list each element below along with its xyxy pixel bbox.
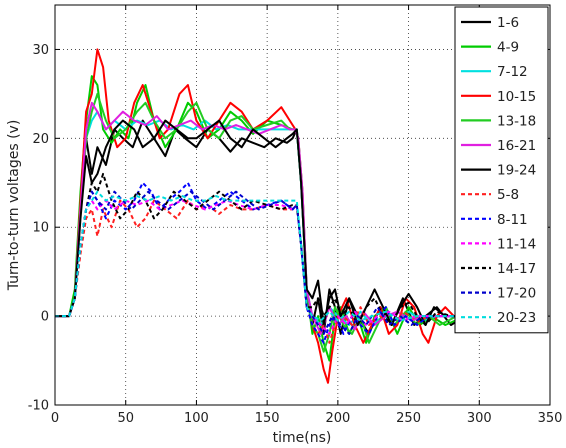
series-line-20-23 (55, 190, 480, 322)
legend-label: 16-21 (497, 138, 536, 154)
x-tick-label: 50 (117, 411, 134, 426)
legend-label: 11-14 (497, 236, 536, 252)
legend-label: 20-23 (497, 310, 536, 326)
y-tick-label: 0 (41, 310, 49, 325)
legend-label: 8-11 (497, 212, 528, 228)
legend-label: 14-17 (497, 261, 536, 277)
legend-label: 7-12 (497, 64, 528, 80)
x-axis-label: time(ns) (273, 430, 332, 446)
series-line-17-20 (55, 190, 480, 335)
series-layer (55, 48, 480, 384)
x-tick-label: 200 (325, 411, 350, 426)
legend: 1-6 4-9 7-12 10-15 13-18 16-21 19-24 5-8 8-11 11-… (454, 6, 549, 334)
x-tick-label: 100 (184, 411, 209, 426)
plot-frame (54, 4, 551, 406)
x-tick-label: 150 (255, 411, 280, 426)
series-line-8-11 (55, 181, 480, 344)
legend-label: 13-18 (497, 113, 536, 129)
y-tick-label: 10 (32, 221, 49, 236)
y-tick-label: -10 (28, 399, 49, 414)
y-tick-label: 30 (32, 43, 49, 58)
series-line-13-18 (55, 92, 480, 353)
x-tick-label: 300 (467, 411, 492, 426)
legend-label: 17-20 (497, 286, 536, 302)
x-tick-label: 350 (538, 411, 563, 426)
legend-label: 5-8 (497, 187, 519, 203)
y-axis-label: Turn-to-turn voltages (v) (6, 120, 22, 292)
legend-label: 10-15 (497, 89, 536, 105)
x-tick-label: 250 (396, 411, 421, 426)
legend-label: 4-9 (497, 40, 519, 56)
x-tick-label: 0 (51, 411, 59, 426)
legend-label: 19-24 (497, 163, 536, 179)
legend-label: 1-6 (497, 15, 519, 31)
y-tick-label: 20 (32, 132, 49, 147)
